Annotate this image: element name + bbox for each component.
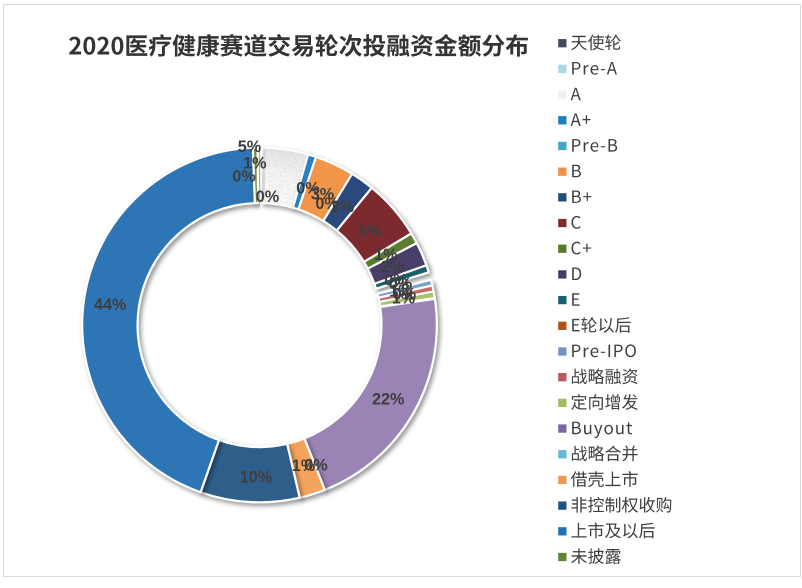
svg-text:5%: 5%: [238, 138, 261, 156]
svg-text:1%: 1%: [389, 282, 412, 300]
svg-text:0%: 0%: [304, 456, 327, 474]
svg-text:1%: 1%: [392, 289, 415, 307]
svg-text:1%: 1%: [292, 457, 315, 475]
svg-text:1%: 1%: [374, 246, 397, 264]
svg-text:1%: 1%: [243, 154, 266, 172]
svg-text:2%: 2%: [331, 198, 354, 216]
svg-text:0%: 0%: [256, 188, 279, 206]
svg-text:44%: 44%: [94, 296, 126, 314]
svg-text:6%: 6%: [358, 223, 381, 241]
svg-text:0%: 0%: [315, 195, 338, 213]
svg-text:0%: 0%: [393, 285, 416, 303]
svg-text:0%: 0%: [296, 179, 319, 197]
svg-text:10%: 10%: [240, 469, 272, 487]
svg-text:0%: 0%: [389, 275, 412, 293]
svg-text:3%: 3%: [311, 186, 334, 204]
svg-text:2%: 2%: [381, 258, 404, 276]
svg-text:0%: 0%: [232, 167, 255, 185]
svg-text:22%: 22%: [372, 391, 404, 409]
svg-text:0%: 0%: [384, 271, 407, 289]
